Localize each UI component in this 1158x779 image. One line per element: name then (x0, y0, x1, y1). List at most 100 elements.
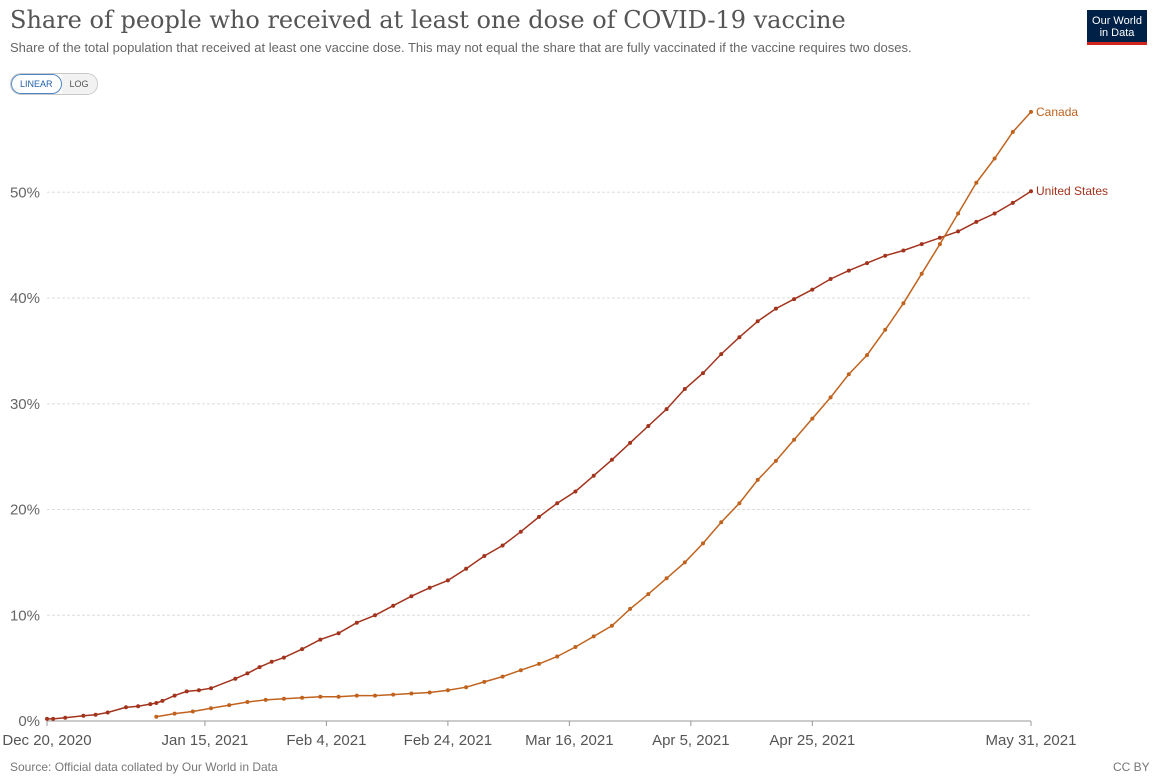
data-point-canada (482, 679, 487, 684)
data-point-canada (537, 661, 541, 666)
data-point-united-states (105, 710, 110, 715)
data-point-canada (992, 156, 997, 161)
data-point-united-states (1010, 200, 1015, 205)
data-point-united-states (956, 229, 961, 234)
data-point-canada (865, 353, 869, 358)
data-point-united-states (281, 655, 286, 660)
y-tick-label: 10% (10, 607, 40, 624)
data-point-canada (591, 634, 596, 639)
data-point-canada (427, 690, 432, 695)
data-point-united-states (464, 566, 469, 571)
series-labels: United States Canada (1036, 105, 1108, 198)
data-point-canada (373, 693, 377, 698)
data-point-united-states (518, 529, 523, 534)
data-point-united-states (336, 631, 341, 636)
data-point-united-states (846, 268, 851, 273)
data-point-united-states (81, 713, 86, 718)
y-tick-label: 30% (10, 396, 40, 413)
x-tick-label: Apr 5, 2021 (652, 732, 730, 749)
data-point-canada (792, 437, 797, 442)
data-point-united-states (865, 261, 869, 266)
data-point-united-states (974, 219, 979, 224)
data-point-canada (628, 606, 633, 611)
source-note[interactable]: Source: Official data collated by Our Wo… (10, 760, 278, 774)
data-point-united-states (773, 306, 778, 311)
data-point-united-states (828, 277, 833, 281)
data-point-canada (227, 703, 232, 708)
data-point-united-states (257, 665, 262, 670)
data-point-canada (518, 668, 523, 673)
data-point-canada (737, 501, 742, 506)
data-point-canada (391, 692, 396, 697)
series-line-canada (156, 111, 1032, 718)
data-point-united-states (664, 407, 669, 412)
data-point-canada (409, 691, 414, 696)
data-point-united-states (1029, 189, 1033, 194)
data-point-united-states (373, 613, 377, 618)
data-point-united-states (992, 211, 997, 216)
data-point-united-states (209, 686, 213, 691)
data-point-united-states (573, 489, 578, 494)
grid-lines (47, 191, 1031, 616)
data-point-canada (263, 697, 268, 702)
x-tick-label: Feb 24, 2021 (404, 732, 492, 749)
data-point-canada (609, 623, 614, 628)
data-point-united-states (245, 671, 250, 676)
x-tick-label: Apr 25, 2021 (769, 732, 855, 749)
data-point-united-states (537, 514, 541, 519)
data-point-united-states (184, 689, 189, 694)
license-link[interactable]: CC BY (1113, 760, 1150, 774)
owid-logo[interactable]: Our World in Data (1087, 10, 1147, 45)
chart-title: Share of people who received at least on… (10, 6, 846, 34)
data-point-canada (901, 301, 906, 306)
data-point-canada (664, 576, 669, 581)
data-point-canada (281, 696, 286, 701)
data-point-canada (318, 694, 323, 699)
y-tick-label: 20% (10, 502, 40, 519)
data-point-canada (354, 693, 359, 698)
data-point-canada (719, 520, 724, 525)
data-point-canada (300, 695, 305, 700)
y-tick-label: 0% (18, 713, 40, 730)
data-point-united-states (482, 554, 487, 558)
data-point-canada (828, 395, 833, 400)
data-point-canada (555, 654, 560, 659)
data-point-united-states (901, 248, 906, 253)
data-point-canada (810, 416, 815, 421)
data-point-united-states (124, 705, 128, 710)
data-point-united-states (233, 676, 238, 681)
data-point-united-states (609, 457, 614, 462)
data-point-canada (209, 706, 213, 711)
series-label-canada: Canada (1036, 105, 1078, 119)
data-point-united-states (160, 698, 165, 703)
data-point-united-states (445, 578, 450, 583)
data-point-canada (172, 711, 177, 716)
data-point-canada (974, 180, 979, 185)
data-point-canada (190, 709, 195, 714)
data-point-united-states (591, 473, 596, 478)
data-point-canada (573, 645, 578, 649)
data-point-united-states (269, 659, 274, 664)
data-point-united-states (919, 242, 924, 247)
data-point-canada (500, 674, 505, 679)
series-label-united-states: United States (1036, 184, 1108, 198)
data-point-canada (154, 714, 159, 719)
linear-scale-button[interactable]: LINEAR (11, 74, 62, 94)
data-point-canada (701, 541, 705, 546)
scale-toggle: LINEAR LOG (10, 73, 98, 95)
data-point-united-states (646, 424, 651, 428)
data-point-united-states (427, 585, 432, 590)
data-point-canada (336, 694, 341, 699)
log-scale-button[interactable]: LOG (61, 74, 97, 94)
data-point-united-states (500, 543, 505, 548)
data-point-united-states (172, 693, 177, 698)
data-point-united-states (719, 352, 724, 357)
data-point-united-states (883, 253, 888, 258)
data-point-united-states (737, 335, 742, 340)
data-point-united-states (755, 319, 760, 324)
data-point-united-states (93, 712, 98, 717)
data-point-united-states (51, 716, 56, 721)
data-point-united-states (628, 440, 633, 445)
data-point-united-states (810, 287, 815, 292)
y-tick-label: 50% (10, 184, 40, 201)
